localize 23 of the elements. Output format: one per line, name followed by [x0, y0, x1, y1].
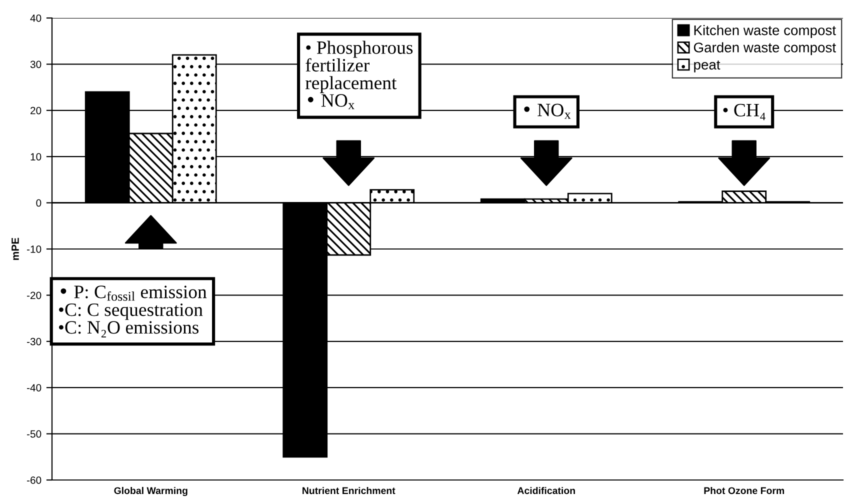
y-tick-label: 40	[30, 14, 42, 22]
annotation: • Phosphorous fertilizer replacement • NO$_{x}$	[305, 40, 413, 110]
y-tick-label: 0	[36, 199, 42, 207]
y-axis-title: mPE	[12, 238, 19, 260]
annotation: • CH₄	[723, 104, 766, 120]
x-tick-label: Global Warming	[114, 486, 188, 496]
x-tick-label: Phot Ozone Form	[704, 486, 784, 494]
y-tick-label: -60	[26, 476, 42, 484]
x-tick-label: Nutrient Enrichment	[302, 486, 396, 494]
x-tick-label: Acidification	[517, 486, 575, 494]
y-tick-label: 10	[30, 153, 42, 160]
legend-label: peat	[694, 60, 720, 72]
y-tick-label: -10	[26, 246, 42, 253]
y-tick-label: 20	[30, 106, 42, 114]
annotation: • NO$_{x}$	[524, 104, 571, 119]
y-tick-label: -50	[26, 430, 42, 438]
annotation: • P: C$_{fossil}$ emission •C: C sequestration •C: N₂O emissions	[58, 286, 207, 338]
y-tick-label: 30	[30, 60, 42, 68]
legend-label: Garden waste compost	[694, 42, 836, 56]
y-tick-label: -30	[26, 338, 42, 346]
legend-label: Kitchen waste compost	[694, 25, 836, 38]
y-tick-label: -20	[26, 292, 42, 300]
y-tick-label: -40	[26, 384, 42, 392]
